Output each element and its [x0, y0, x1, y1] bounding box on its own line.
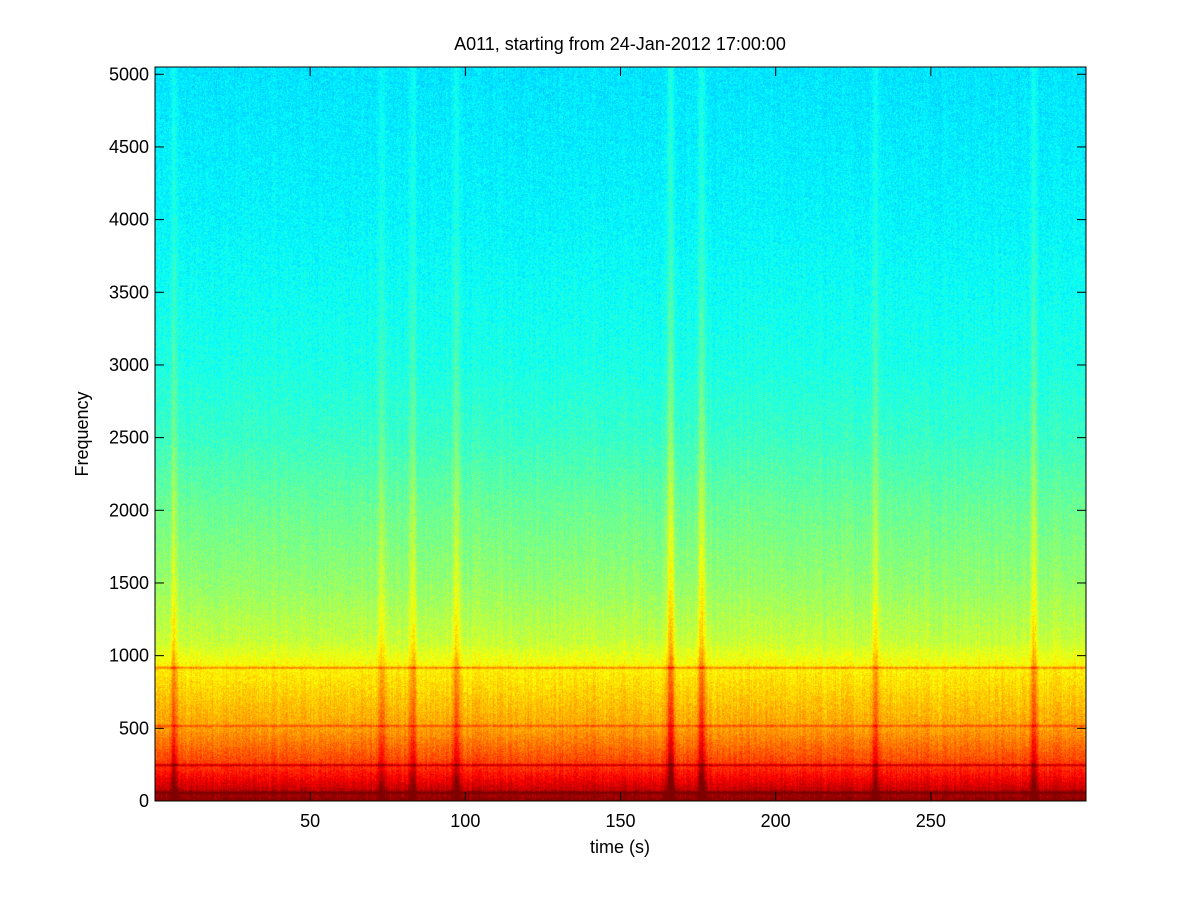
y-axis: 0 500 1000 1500 2000 2500 3000 3500 4000 4500 5000 [109, 64, 1086, 811]
x-axis: 50 100 150 200 250 [300, 67, 946, 831]
y-tick-label: 1000 [109, 646, 149, 666]
x-tick-label: 200 [761, 811, 791, 831]
chart-title: A011, starting from 24-Jan-2012 17:00:00 [454, 34, 786, 54]
y-tick-label: 2500 [109, 428, 149, 448]
y-tick-label: 3000 [109, 355, 149, 375]
y-tick-label: 0 [139, 791, 149, 811]
y-tick-label: 500 [119, 718, 149, 738]
spectrogram-heatmap [155, 67, 1086, 801]
y-tick-label: 5000 [109, 64, 149, 84]
x-tick-label: 250 [916, 811, 946, 831]
x-tick-label: 100 [450, 811, 480, 831]
y-tick-label: 1500 [109, 573, 149, 593]
y-tick-label: 2000 [109, 500, 149, 520]
x-tick-label: 150 [605, 811, 635, 831]
plot-area [154, 66, 1087, 802]
y-tick-label: 4500 [109, 137, 149, 157]
y-tick-label: 3500 [109, 282, 149, 302]
y-tick-label: 4000 [109, 210, 149, 230]
x-tick-label: 50 [300, 811, 320, 831]
x-axis-label: time (s) [590, 837, 650, 857]
y-axis-label: Frequency [72, 391, 92, 476]
